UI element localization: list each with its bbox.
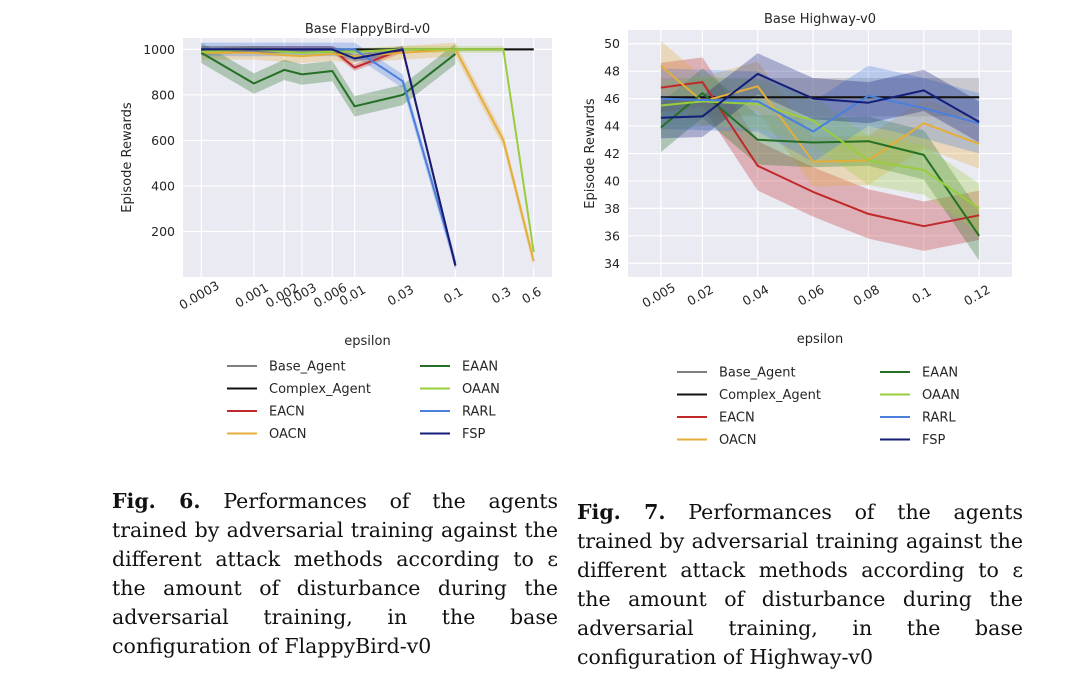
- legend: Base_Agent Complex_Agent EACN OACN EAAN OAAN R…: [227, 360, 500, 442]
- line-oaan: [660, 100, 980, 210]
- figure-6-caption: Fig. 6. Performances of the agents train…: [112, 487, 558, 661]
- legend-label-oacn: OACN: [719, 433, 756, 448]
- legend-label-rarl: RARL: [462, 405, 496, 420]
- legend-item-eacn: EACN: [677, 411, 755, 426]
- chart-1: Base FlappyBird-v0 200 400 600 800 1000 0.0003…: [120, 22, 552, 442]
- legend-item-rarl: RARL: [420, 405, 496, 420]
- y-tick-label-2: 400: [151, 178, 175, 193]
- legend-item-oacn: OACN: [677, 433, 756, 448]
- legend-item-fsp: FSP: [420, 427, 486, 442]
- x-tick-label-3: 0.04: [740, 282, 772, 309]
- legend-item-oaan: OAAN: [420, 382, 500, 397]
- y-tick-label-9: 50: [604, 36, 620, 51]
- y-tick-label-4: 40: [604, 173, 620, 188]
- legend-label-complex-agent: Complex_Agent: [719, 388, 821, 403]
- y-tick-label-7: 46: [604, 91, 620, 106]
- legend-label-oaan: OAAN: [922, 388, 960, 403]
- y-tick-label-1: 200: [151, 224, 175, 239]
- y-tick-label-8: 48: [604, 64, 620, 79]
- y-tick-label-1: 34: [604, 256, 620, 271]
- x-tick-label-4: 0.06: [795, 282, 827, 309]
- band-rarl: [660, 65, 980, 162]
- chart-title: Base FlappyBird-v0: [305, 22, 430, 37]
- y-tick-label-4: 800: [151, 87, 175, 102]
- y-tick-label-5: 42: [604, 146, 620, 161]
- figure-7-caption: Fig. 7. Performances of the agents train…: [577, 498, 1023, 672]
- line-fsp: [660, 72, 980, 123]
- legend-label-oaan: OAAN: [462, 382, 500, 397]
- y-tick-label-3: 600: [151, 133, 175, 148]
- legend-label-fsp: FSP: [922, 433, 946, 448]
- legend-label-eacn: EACN: [719, 411, 755, 426]
- legend-label-fsp: FSP: [462, 427, 486, 442]
- legend-item-base-agent: Base_Agent: [227, 360, 346, 375]
- band-oacn: [660, 41, 980, 187]
- x-tick-label-2: 0.02: [684, 282, 716, 309]
- figure-7-text: Performances of the agents trained by ad…: [577, 500, 1023, 669]
- line-eaan: [660, 92, 980, 237]
- figure-6-label: Fig. 6.: [112, 489, 201, 513]
- x-tick-label-5: 0.08: [850, 282, 882, 309]
- x-tick-label-9: 0.3: [489, 284, 514, 307]
- band-eacn: [660, 57, 980, 251]
- x-tick-label-1: 0.0003: [176, 278, 221, 313]
- band-eaan: [660, 68, 980, 261]
- line-rarl: [660, 94, 980, 133]
- series-group: [200, 42, 535, 271]
- legend-label-complex-agent: Complex_Agent: [269, 382, 371, 397]
- legend-label-eacn: EACN: [269, 405, 305, 420]
- legend-label-base-agent: Base_Agent: [719, 366, 796, 381]
- legend-label-eaan: EAAN: [462, 360, 498, 375]
- legend-item-rarl: RARL: [880, 411, 956, 426]
- x-axis-label: epsilon: [797, 332, 843, 347]
- x-tick-label-7: 0.03: [385, 282, 417, 309]
- line-oaan: [201, 48, 535, 253]
- figure-6-text: Performances of the agents trained by ad…: [112, 489, 558, 658]
- band-oaan: [660, 76, 980, 234]
- x-tick-label-1: 0.005: [639, 280, 678, 311]
- x-axis-label: epsilon: [344, 334, 390, 349]
- x-tick-label-8: 0.1: [441, 284, 466, 307]
- x-tick-label-7: 0.12: [961, 282, 993, 309]
- x-tick-label-10: 0.6: [519, 284, 544, 307]
- legend-label-eaan: EAAN: [922, 366, 958, 381]
- legend-item-eacn: EACN: [227, 405, 305, 420]
- y-tick-label-5: 1000: [143, 42, 175, 57]
- line-eaan: [200, 51, 457, 108]
- line-oacn: [201, 48, 535, 262]
- series-group: [660, 41, 980, 261]
- chart-title: Base Highway-v0: [764, 12, 876, 27]
- x-tick-label-6: 0.1: [909, 284, 934, 307]
- legend-item-fsp: FSP: [880, 433, 946, 448]
- line-fsp: [201, 48, 457, 266]
- y-tick-label-3: 38: [604, 201, 620, 216]
- figure-7-label: Fig. 7.: [577, 500, 666, 524]
- legend-item-eaan: EAAN: [420, 360, 498, 375]
- y-axis-label: Episode Rewards: [120, 102, 135, 213]
- legend-item-oacn: OACN: [227, 427, 306, 442]
- legend-label-rarl: RARL: [922, 411, 956, 426]
- y-axis-label: Episode Rewards: [583, 98, 598, 209]
- legend-item-base-agent: Base_Agent: [677, 366, 796, 381]
- legend-item-complex-agent: Complex_Agent: [677, 388, 821, 403]
- legend-item-oaan: OAAN: [880, 388, 960, 403]
- legend-item-complex-agent: Complex_Agent: [227, 382, 371, 397]
- line-eacn: [660, 81, 980, 228]
- legend-label-base-agent: Base_Agent: [269, 360, 346, 375]
- y-tick-label-2: 36: [604, 228, 620, 243]
- legend: Base_Agent Complex_Agent EACN OACN EAAN OAAN R…: [677, 366, 960, 448]
- y-tick-label-6: 44: [604, 119, 620, 134]
- legend-label-oacn: OACN: [269, 427, 306, 442]
- legend-item-eaan: EAAN: [880, 366, 958, 381]
